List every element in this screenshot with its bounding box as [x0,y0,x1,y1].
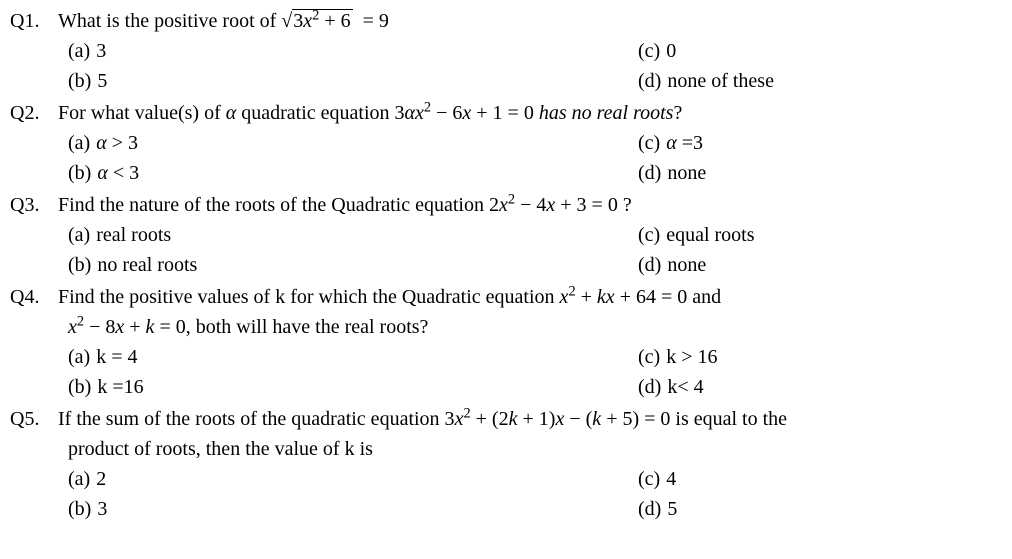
option-text: 2 [96,464,106,494]
option-label: (c) [638,464,660,494]
option: (c) 4 [638,464,998,494]
question-4: Q4. Find the positive values of k for wh… [10,282,1002,402]
option-label: (c) [638,220,660,250]
question-label: Q2. [10,98,58,128]
option: (d) none [638,158,998,188]
option: (b) 3 [68,494,638,524]
option-text: 3 [97,494,107,524]
option: (a) α > 3 [68,128,638,158]
option: (a) k = 4 [68,342,638,372]
option-text: k< 4 [667,372,703,402]
question-continuation: product of roots, then the value of k is [68,434,1002,464]
question-text: For what value(s) of α quadratic equatio… [58,98,1002,128]
options-container: (a) real roots (c) equal roots (b) no real ro… [68,220,1002,280]
option-label: (a) [68,464,90,494]
option-label: (c) [638,342,660,372]
option: (b) 5 [68,66,638,96]
question-text: Find the positive values of k for which … [58,282,1002,312]
option-label: (d) [638,158,661,188]
option: (c) equal roots [638,220,998,250]
option-text: α > 3 [96,128,138,158]
options-container: (a) 2 (c) 4 (b) 3 (d) 5 [68,464,1002,524]
option-label: (b) [68,250,91,280]
option-label: (a) [68,36,90,66]
option: (b) k =16 [68,372,638,402]
option: (b) no real roots [68,250,638,280]
option: (d) none [638,250,998,280]
options-container: (a) k = 4 (c) k > 16 (b) k =16 (d) k< 4 [68,342,1002,402]
question-row: Q5. If the sum of the roots of the quadr… [10,404,1002,434]
option-label: (d) [638,66,661,96]
option-label: (a) [68,342,90,372]
option: (a) real roots [68,220,638,250]
question-5: Q5. If the sum of the roots of the quadr… [10,404,1002,524]
options-container: (a) α > 3 (c) α =3 (b) α < 3 (d) none [68,128,1002,188]
question-row: Q1.What is the positive root of 3x2 + 6 … [10,6,1002,36]
question-label: Q5. [10,404,58,434]
option-label: (a) [68,220,90,250]
option-text: equal roots [666,220,754,250]
option-label: (c) [638,36,660,66]
question-row: Q4. Find the positive values of k for wh… [10,282,1002,312]
option: (a) 3 [68,36,638,66]
question-text: Find the nature of the roots of the Quad… [58,190,1002,220]
option: (d) none of these [638,66,998,96]
option-label: (d) [638,494,661,524]
option-text: 4 [666,464,676,494]
option-text: no real roots [97,250,197,280]
option-text: k > 16 [666,342,717,372]
option-text: α < 3 [97,158,139,188]
option-label: (b) [68,66,91,96]
option-label: (d) [638,250,661,280]
questions-container: Q1.What is the positive root of 3x2 + 6 … [10,6,1002,524]
question-row: Q3. Find the nature of the roots of the … [10,190,1002,220]
option-label: (b) [68,158,91,188]
option-label: (b) [68,494,91,524]
option-text: 3 [96,36,106,66]
option-label: (c) [638,128,660,158]
option-text: 0 [666,36,676,66]
option-text: 5 [97,66,107,96]
option-text: none [667,158,706,188]
option-text: k = 4 [96,342,137,372]
question-label: Q1. [10,6,58,36]
option: (d) k< 4 [638,372,998,402]
question-text: What is the positive root of 3x2 + 6 = 9 [58,6,1002,36]
question-label: Q3. [10,190,58,220]
option: (c) α =3 [638,128,998,158]
option: (d) 5 [638,494,998,524]
question-row: Q2. For what value(s) of α quadratic equ… [10,98,1002,128]
question-continuation: x2 − 8x + k = 0, both will have the real… [68,312,1002,342]
option-text: none [667,250,706,280]
option-text: none of these [667,66,774,96]
question-text: If the sum of the roots of the quadratic… [58,404,1002,434]
question-label: Q4. [10,282,58,312]
question-3: Q3. Find the nature of the roots of the … [10,190,1002,280]
option-text: k =16 [97,372,143,402]
option-text: real roots [96,220,171,250]
options-container: (a) 3 (c) 0 (b) 5 (d) none of these [68,36,1002,96]
option-text: α =3 [666,128,703,158]
option: (c) 0 [638,36,998,66]
option-label: (d) [638,372,661,402]
option: (b) α < 3 [68,158,638,188]
question-1: Q1.What is the positive root of 3x2 + 6 … [10,6,1002,96]
option-label: (b) [68,372,91,402]
option-text: 5 [667,494,677,524]
option: (a) 2 [68,464,638,494]
question-2: Q2. For what value(s) of α quadratic equ… [10,98,1002,188]
option-label: (a) [68,128,90,158]
option: (c) k > 16 [638,342,998,372]
